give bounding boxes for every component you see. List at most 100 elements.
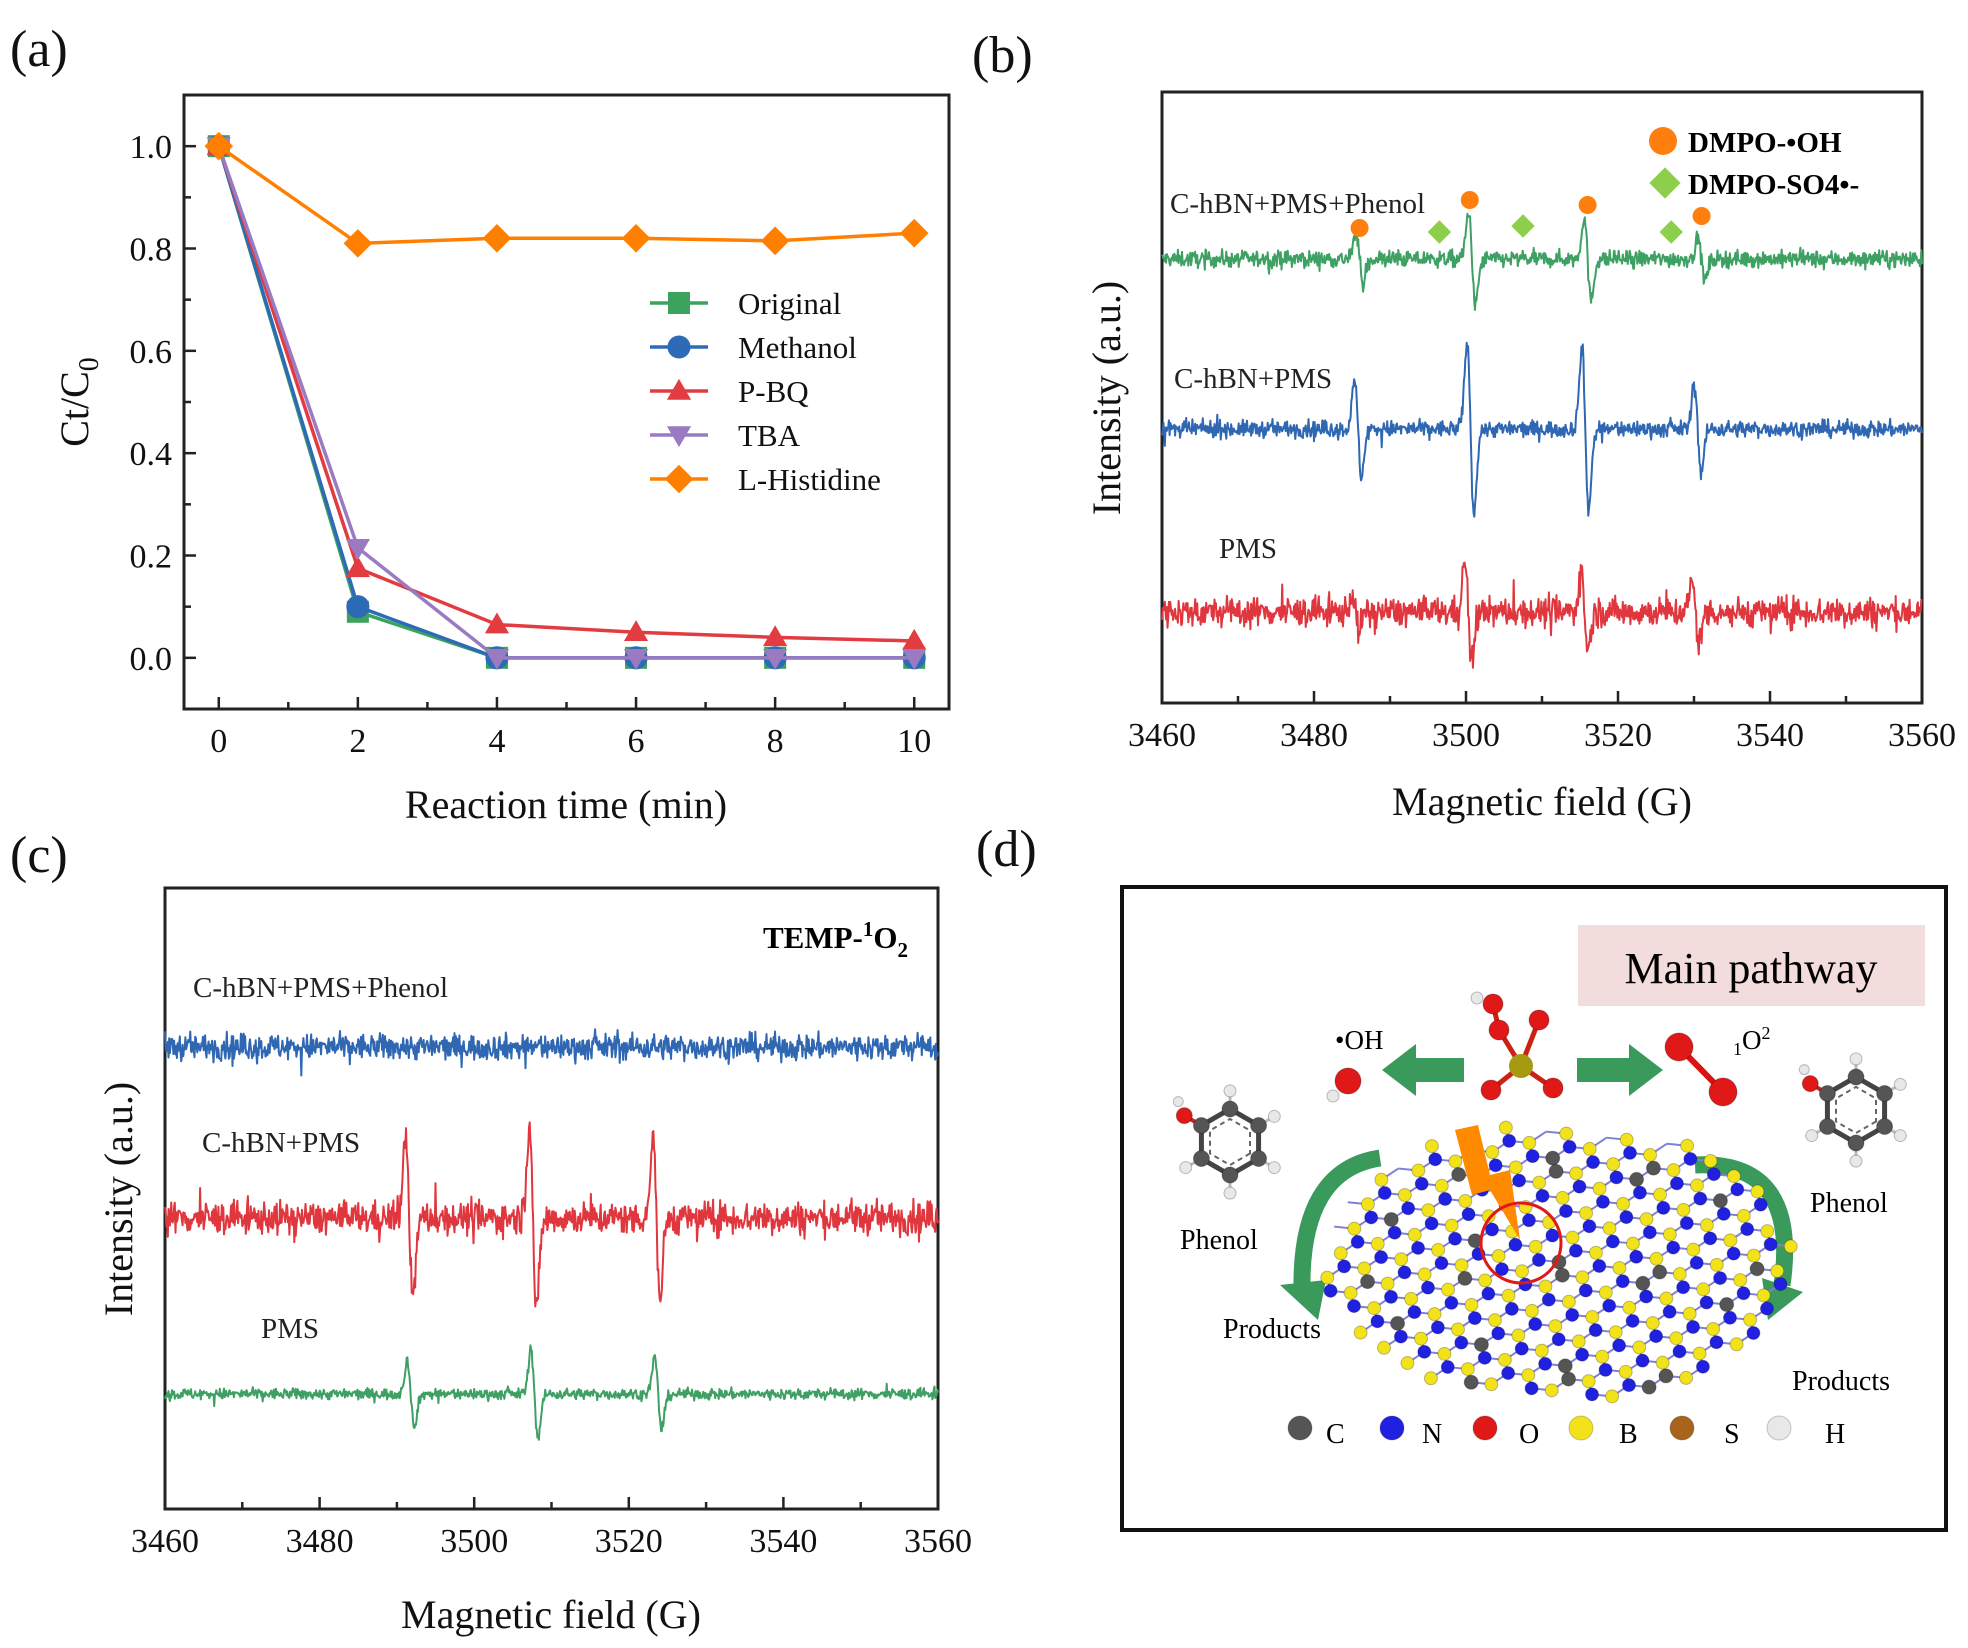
atom-B — [1444, 1218, 1459, 1233]
y-axis-title: Intensity (a.u.) — [96, 1082, 141, 1316]
atom-C — [1847, 1068, 1865, 1086]
atom-S — [1509, 1054, 1533, 1078]
data-point — [346, 595, 370, 619]
legend-item-l-histidine: L-Histidine — [650, 462, 881, 497]
trace-label: C-hBN+PMS+Phenol — [193, 972, 448, 1004]
atom-N — [1323, 1283, 1338, 1298]
atom-B — [1441, 1282, 1456, 1297]
atom-B — [1559, 1126, 1574, 1141]
atom-N — [1642, 1225, 1657, 1240]
x-tick-label: 3540 — [1736, 717, 1804, 754]
atom-B — [1729, 1337, 1744, 1352]
atom-B — [1699, 1218, 1714, 1233]
atom-B — [1511, 1328, 1526, 1343]
phenol-label-right: Phenol — [1810, 1188, 1888, 1219]
x-tick-label: 3520 — [1584, 717, 1652, 754]
atom-B — [1643, 1147, 1658, 1162]
atom-B — [1464, 1297, 1479, 1312]
arrow-body — [1293, 1149, 1382, 1291]
atom-B — [1602, 1221, 1617, 1236]
atom-B — [1639, 1212, 1654, 1227]
atom-O — [1488, 1019, 1510, 1041]
atom-B — [1434, 1178, 1449, 1193]
atom-B — [1423, 1371, 1438, 1386]
atom-B — [1743, 1312, 1758, 1327]
trace-line — [1161, 341, 1923, 518]
atom-C — [1818, 1085, 1836, 1102]
x-tick-label: 4 — [488, 723, 505, 760]
atom-N — [1726, 1246, 1741, 1261]
atom-B — [1662, 1227, 1677, 1242]
legend-marker — [1649, 127, 1677, 155]
oh-peak-marker — [1460, 191, 1479, 209]
trace-label: C-hBN+PMS — [1174, 363, 1332, 395]
oh-peak-marker — [1350, 219, 1369, 237]
atom-B — [1689, 1178, 1704, 1193]
atom-B — [1669, 1331, 1684, 1346]
trace-line — [1161, 561, 1923, 669]
atom-N — [1397, 1265, 1412, 1280]
phenol-label-left: Phenol — [1180, 1225, 1258, 1256]
atom-B — [1575, 1270, 1590, 1285]
atom-N — [1502, 1133, 1517, 1148]
y-tick-label: 1.0 — [130, 129, 173, 166]
atom-legend-label: C — [1326, 1419, 1345, 1450]
atom-B — [1360, 1197, 1375, 1212]
atom-N — [1689, 1255, 1704, 1270]
atom-N — [1584, 1387, 1599, 1402]
atom-N — [1578, 1283, 1593, 1298]
atom-N — [1736, 1286, 1751, 1301]
legend-marker — [666, 426, 692, 448]
atom-swatch — [1287, 1415, 1313, 1441]
legend-marker — [667, 335, 691, 359]
panel-b-chart: Magnetic field (G) Intensity (a.u.) 3460… — [1084, 90, 1956, 824]
atom-N — [1716, 1206, 1731, 1221]
atom-B — [1760, 1224, 1775, 1239]
atom-C — [1876, 1085, 1894, 1102]
atom-N — [1759, 1301, 1774, 1316]
series-tba — [206, 137, 927, 670]
atom-H — [1172, 1096, 1184, 1108]
atom-C — [1719, 1297, 1735, 1313]
atom-N — [1411, 1240, 1426, 1255]
atom-B — [1588, 1245, 1603, 1260]
atom-C — [1383, 1211, 1399, 1227]
trace-label: C-hBN+PMS — [202, 1127, 360, 1159]
trace-line — [164, 1121, 939, 1308]
x-axis-title: Reaction time (min) — [405, 782, 727, 827]
atom-H — [1223, 1186, 1237, 1200]
atom-N — [1545, 1228, 1560, 1243]
atom-B — [1333, 1246, 1348, 1261]
atom-legend-label: H — [1825, 1419, 1845, 1450]
trace-line — [164, 1028, 939, 1077]
atom-N — [1595, 1194, 1610, 1209]
trace-pms: PMS — [164, 1313, 939, 1441]
data-point — [484, 612, 510, 634]
atom-B — [1498, 1120, 1513, 1135]
atom-N — [1730, 1182, 1745, 1197]
atom-N — [1417, 1344, 1432, 1359]
atom-B — [1750, 1184, 1765, 1199]
atom-H — [1267, 1161, 1281, 1175]
atom-B — [1733, 1273, 1748, 1288]
atom-N — [1763, 1237, 1778, 1252]
atom-B — [1666, 1163, 1681, 1178]
atom-B — [1616, 1196, 1631, 1211]
x-tick-label: 3560 — [904, 1523, 972, 1560]
main-pathway-box — [1578, 925, 1925, 1006]
atom-B — [1544, 1383, 1559, 1398]
atom-N — [1709, 1335, 1724, 1350]
atom-B — [1407, 1227, 1422, 1242]
atom-N — [1592, 1259, 1607, 1274]
atom-N — [1615, 1274, 1630, 1289]
atom-B — [1723, 1233, 1738, 1248]
atom-B — [1655, 1355, 1670, 1370]
trace-c-hbn-pms: C-hBN+PMS — [1161, 341, 1923, 518]
series-line — [217, 145, 915, 660]
atom-N — [1488, 1158, 1503, 1173]
atom-B — [1374, 1172, 1389, 1187]
hydroxyl-radical — [1326, 1067, 1362, 1103]
atom-B — [1484, 1377, 1499, 1392]
x-tick-label: 6 — [628, 723, 645, 760]
atom-legend-item-N: N — [1379, 1415, 1442, 1450]
